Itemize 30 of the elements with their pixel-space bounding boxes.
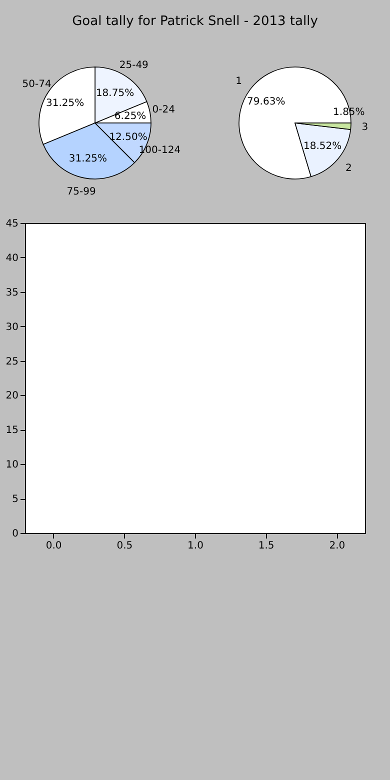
y-tick-label: 5 [12,494,18,506]
chart-title: Goal tally for Patrick Snell - 2013 tally [71,13,319,31]
slice-label: 1 [236,76,242,88]
y-tick-label: 25 [6,356,18,368]
y-tick-label: 40 [6,252,18,264]
y-tick-label: 10 [6,460,18,471]
data-label: 31.25% [68,153,107,164]
data-label: 79.63% [247,96,286,108]
data-label: 12.50% [108,132,148,143]
y-tick-label: 45 [6,218,18,230]
slice-label: 50-74 [22,79,52,90]
data-label: 6.25% [114,110,146,122]
x-tick-label: 2.0 [329,540,346,552]
y-tick-label: 20 [6,390,18,402]
x-tick-label: 1.0 [188,540,204,552]
y-tick-label: 30 [6,322,18,333]
x-tick-label: 1.5 [258,540,274,552]
slice-label: 0-24 [152,104,175,116]
slice-label: 25-49 [119,60,148,71]
slice-label: 75-99 [66,186,96,198]
slice-label: 3 [362,122,368,134]
data-label: 31.25% [46,98,84,109]
y-tick-label: 0 [12,528,18,540]
y-tick-label: 15 [6,425,18,436]
data-label: 18.52% [304,141,342,152]
data-label: 18.75% [96,88,134,100]
y-tick-label: 35 [6,287,18,298]
x-tick-label: 0.5 [116,540,133,552]
slice-label: 2 [346,162,352,174]
x-tick-label: 0.0 [46,540,62,552]
